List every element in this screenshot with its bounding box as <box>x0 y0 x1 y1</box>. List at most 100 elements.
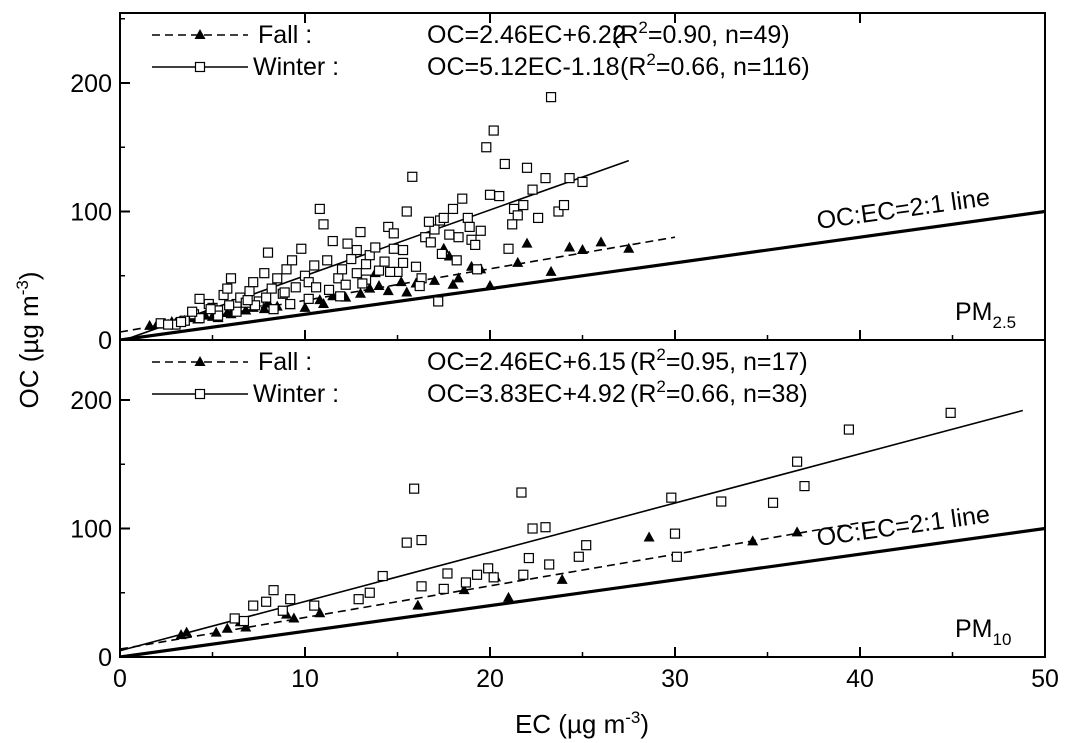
winter-data-point <box>285 298 296 310</box>
fall-data-point <box>453 272 465 283</box>
winter-data-point <box>222 283 233 294</box>
winter-data-point <box>277 605 288 616</box>
winter-data-point <box>564 172 575 184</box>
winter-data-point <box>494 190 505 202</box>
x-tick-label: 30 <box>661 665 689 693</box>
winter-data-point <box>423 216 435 227</box>
y-tick-label: 100 <box>70 516 112 544</box>
winter-data-point <box>397 257 409 268</box>
fall-data-point <box>181 626 193 637</box>
winter-data-point <box>401 537 412 548</box>
fall-data-point <box>458 584 470 595</box>
winter-data-point <box>669 528 681 539</box>
winter-data-point <box>488 572 499 583</box>
winter-data-point <box>205 304 216 315</box>
x-tick-label: 40 <box>846 665 874 693</box>
winter-data-point <box>318 219 329 230</box>
winter-data-point <box>175 316 187 328</box>
winter-data-point <box>342 238 353 249</box>
winter-data-point <box>268 585 279 596</box>
fall-data-point <box>564 241 576 252</box>
winter-data-point <box>488 125 499 136</box>
winter-data-point <box>388 228 399 239</box>
winter-data-point <box>540 172 551 184</box>
winter-data-point <box>767 497 779 508</box>
winter-data-point <box>249 300 261 311</box>
plot-area <box>120 92 1045 340</box>
winter-data-point <box>483 563 494 574</box>
x-tick-label: 10 <box>291 665 319 693</box>
winter-data-point <box>385 266 396 277</box>
fall-data-point <box>221 622 233 633</box>
winter-data-point <box>799 480 810 492</box>
winter-data-point <box>163 319 174 330</box>
fall-data-point <box>373 280 385 291</box>
winter-data-point <box>231 306 242 317</box>
y-tick-label: 0 <box>98 644 112 672</box>
winter-data-point <box>279 287 290 298</box>
panel-pm10: 0 100 200 0 10 20 30 40 50 OC:EC=2:1 line Fall : OC… <box>70 345 1059 693</box>
fall-data-point <box>258 303 270 314</box>
fall-data-point <box>447 278 459 289</box>
legend-marker-winter <box>194 388 206 400</box>
winter-data-point <box>323 284 335 295</box>
winter-data-point <box>194 293 205 304</box>
winter-data-point <box>261 596 272 607</box>
winter-data-point <box>447 203 459 215</box>
winter-data-point <box>451 255 462 266</box>
winter-data-point <box>268 304 279 315</box>
legend-equation-winter: OC=3.83EC+4.92 <box>427 380 626 408</box>
legend-marker-winter <box>194 61 206 73</box>
legend-r2-fall: (R2=0.90, n=49) <box>612 18 790 49</box>
fall-data-point <box>364 282 376 293</box>
y-tick-label: 100 <box>70 199 112 227</box>
winter-data-point <box>290 282 301 293</box>
winter-data-point <box>481 142 492 153</box>
winter-data-point <box>248 277 259 288</box>
winter-data-point <box>518 199 529 211</box>
y-tick-label: 200 <box>70 70 112 98</box>
reference-line-label: OC:EC=2:1 line <box>815 183 992 235</box>
fall-data-point <box>429 274 440 285</box>
winter-data-point <box>581 540 592 551</box>
fall-data-point <box>395 276 407 287</box>
winter-data-point <box>194 313 205 324</box>
winter-data-point <box>409 483 420 494</box>
winter-data-point <box>303 293 314 304</box>
winter-data-point <box>532 212 544 224</box>
legend-marker-fall <box>194 356 206 366</box>
y-tick-label: 200 <box>70 387 112 415</box>
winter-data-point <box>523 552 534 564</box>
fall-data-point <box>595 236 607 247</box>
fall-fit-line <box>120 521 861 650</box>
winter-data-point <box>360 259 372 270</box>
fall-data-point <box>503 591 514 602</box>
winter-data-point <box>438 212 449 224</box>
winter-data-point <box>309 260 320 271</box>
winter-data-point <box>370 242 381 253</box>
plot-area <box>120 407 1045 657</box>
legend-name-winter: Winter : <box>253 53 339 81</box>
fall-data-point <box>314 607 326 618</box>
winter-data-point <box>518 569 529 580</box>
winter-data-point <box>791 456 803 467</box>
winter-data-point <box>357 278 368 289</box>
winter-data-point <box>416 534 427 546</box>
winter-data-point <box>212 310 224 321</box>
winter-data-point <box>311 282 322 293</box>
winter-data-point <box>416 581 427 592</box>
winter-data-point <box>281 264 292 275</box>
fall-data-point <box>643 531 655 542</box>
winter-data-point <box>464 221 475 233</box>
fall-data-point <box>299 301 311 312</box>
winter-data-point <box>364 250 375 261</box>
winter-data-point <box>666 492 677 503</box>
winter-data-point <box>335 291 346 302</box>
fall-data-point <box>484 280 496 291</box>
fall-data-point <box>175 629 187 640</box>
x-tick-label: 0 <box>113 665 127 693</box>
winter-data-point <box>401 206 412 217</box>
winter-data-point <box>262 247 274 258</box>
winter-data-point <box>945 407 956 418</box>
